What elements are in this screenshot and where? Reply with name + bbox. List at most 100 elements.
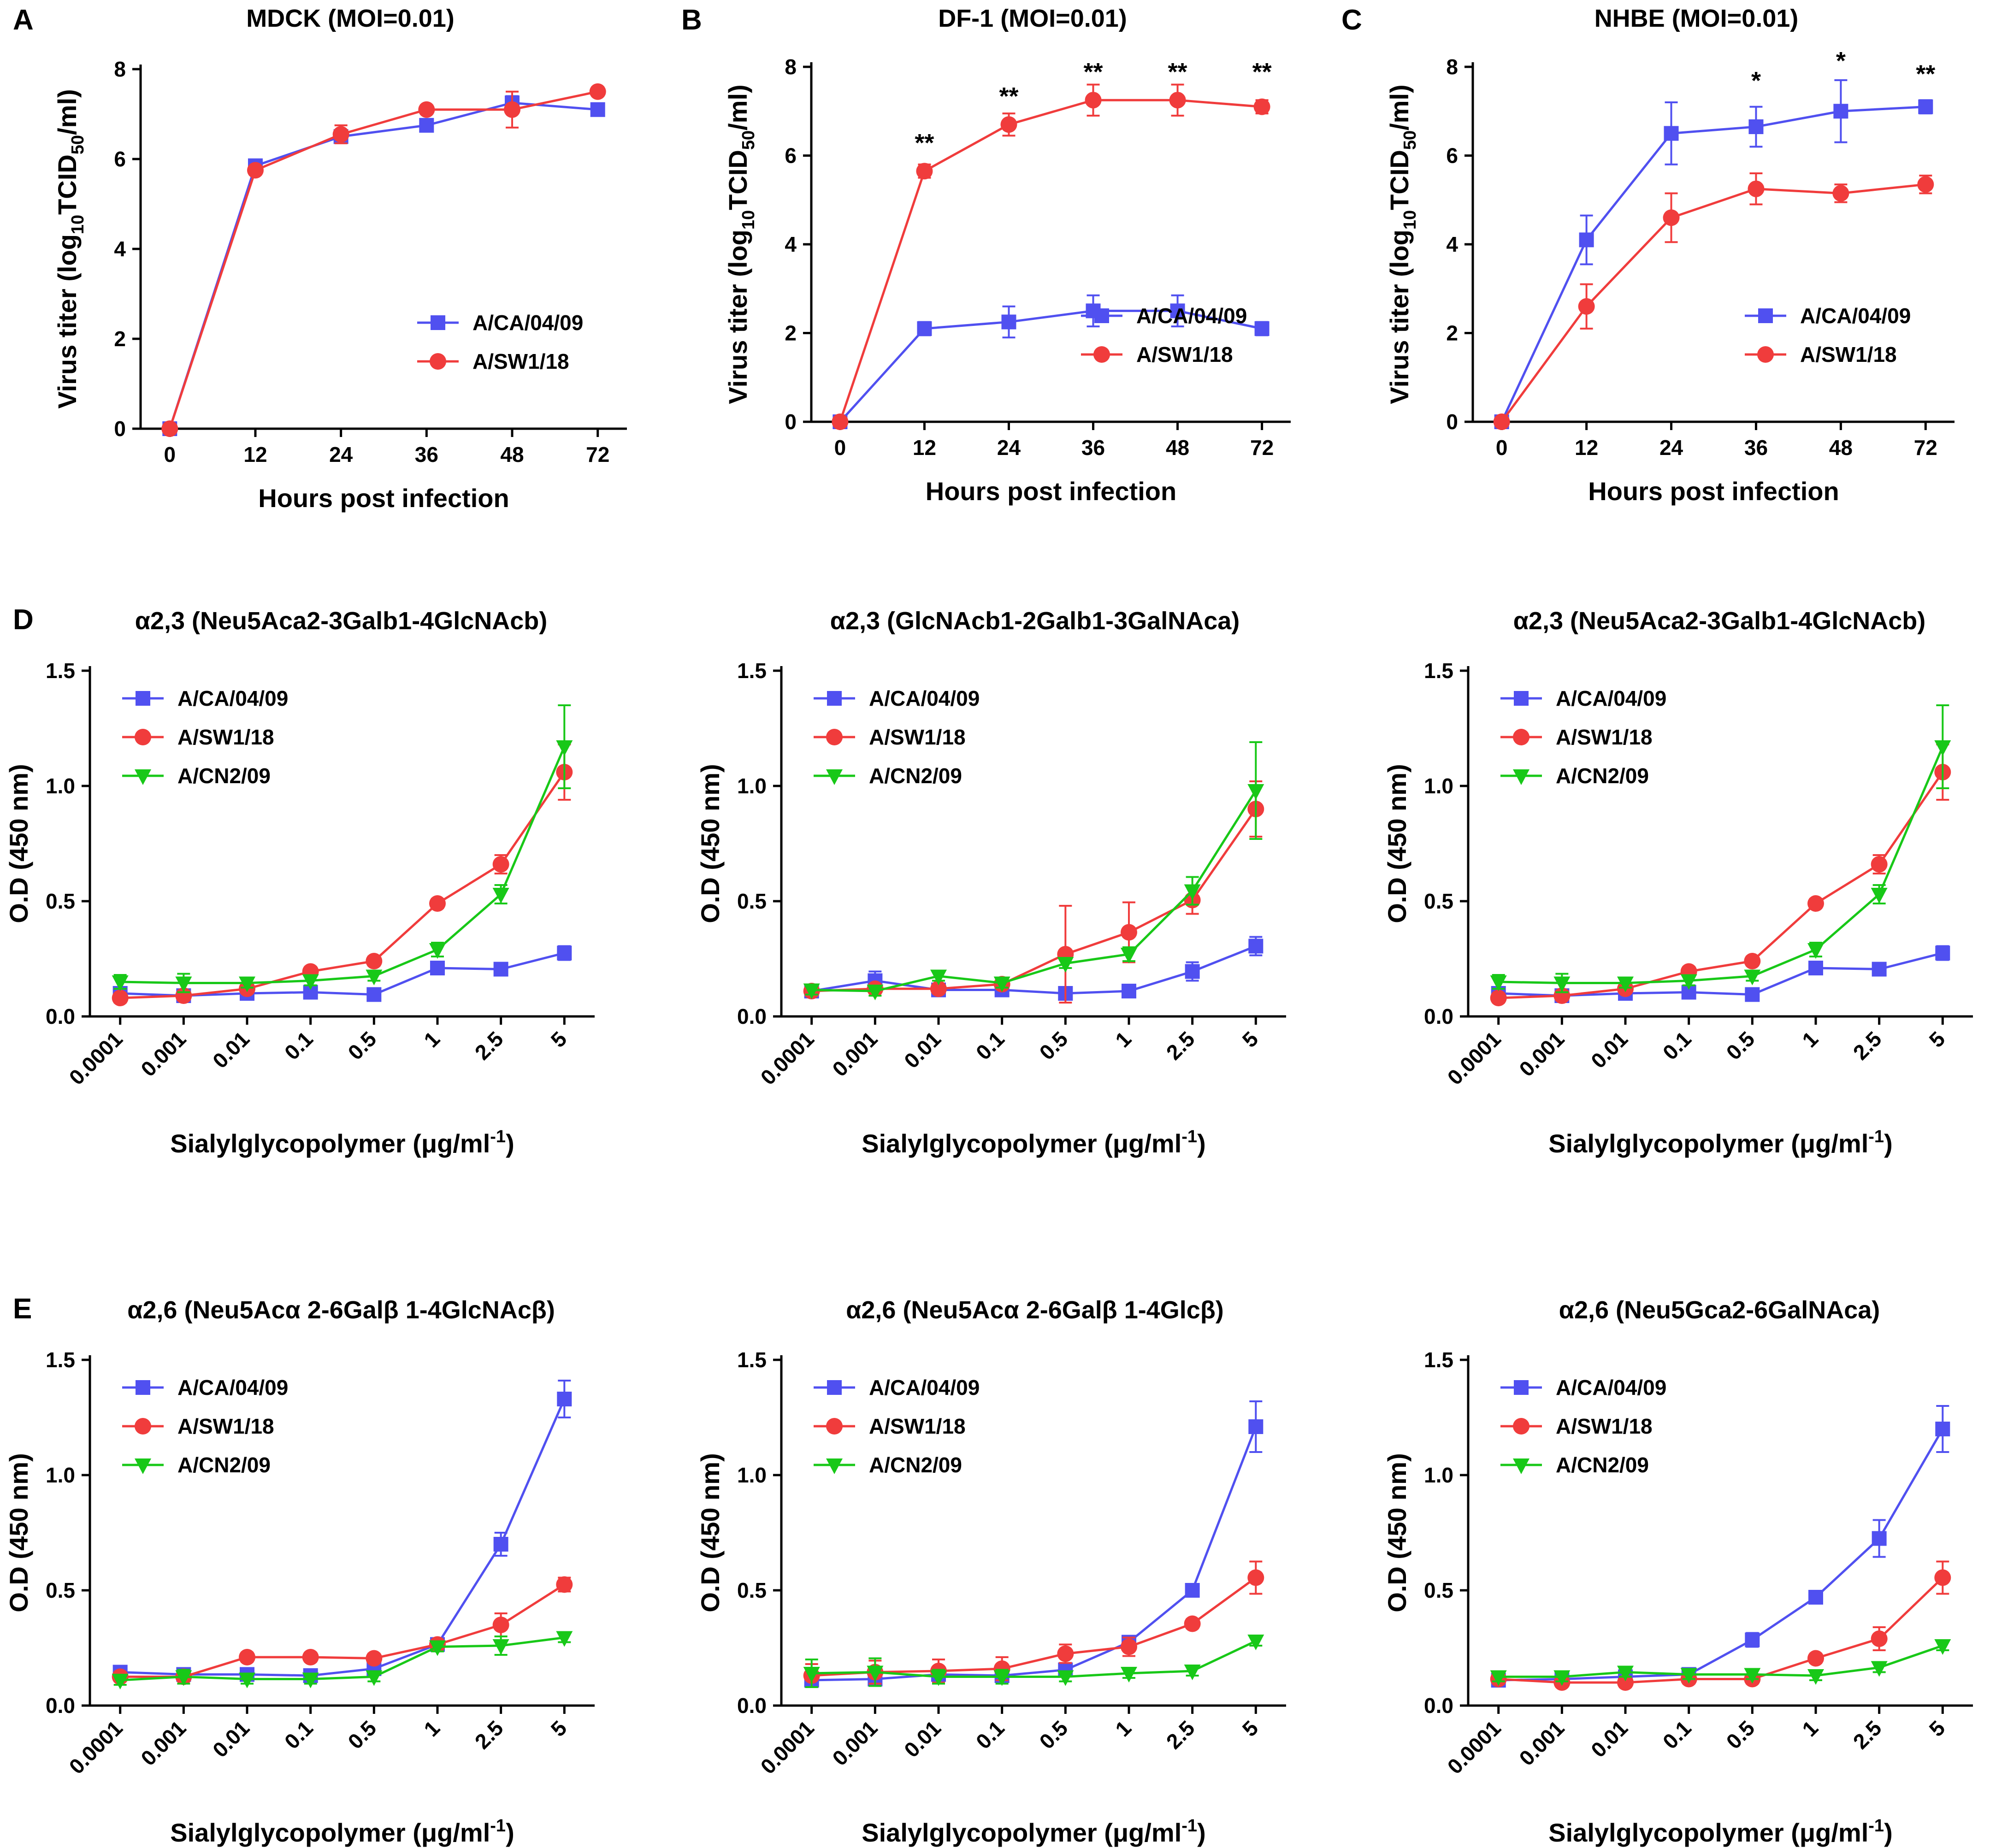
x-tick-label: 12 (1575, 436, 1598, 460)
y-tick-label: 8 (1446, 55, 1458, 79)
data-point (1120, 1638, 1137, 1655)
data-point (1808, 961, 1823, 975)
data-point (112, 990, 129, 1006)
legend: A/CA/04/09 A/SW1/18 A/CN2/09 (122, 1376, 288, 1477)
x-tick-label: 2.5 (1162, 1716, 1199, 1754)
x-tick-label: 0.01 (208, 1716, 254, 1762)
data-point (1748, 180, 1765, 197)
y-axis-label: O.D (450 nm) (4, 764, 33, 923)
x-axis-label: Hours post infection (258, 484, 509, 513)
y-axis-label-part: Virus titer (log (53, 234, 82, 409)
x-tick-label: 5 (1925, 1027, 1950, 1052)
y-tick-label: 2 (114, 327, 126, 351)
legend: A/CA/04/09 A/SW1/18 (1081, 304, 1247, 366)
data-point (556, 1631, 573, 1647)
x-tick-label: 0.5 (1721, 1027, 1759, 1064)
panel-label: C (1341, 4, 1362, 36)
y-tick-label: 6 (785, 144, 797, 168)
data-point (1248, 939, 1264, 954)
chart-e2: α2,6 (Neu5Acα 2-6Galβ 1-4Glcβ) 0.0 0.5 1.0 1… (696, 1296, 1286, 1847)
legend-label: A/CA/04/09 (1800, 304, 1911, 328)
x-tick-label: 1 (1110, 1027, 1136, 1052)
series-A/SW1/18 (1493, 172, 1934, 430)
x-tick-label: 0.0001 (756, 1716, 819, 1778)
x-tick-label: 0.1 (971, 1027, 1009, 1064)
legend-marker (827, 691, 842, 706)
y-tick-label: 1.0 (46, 1463, 75, 1487)
y-axis-label: Virus titer (log10TCID50/ml) (53, 89, 88, 408)
data-point (993, 976, 1010, 992)
data-point (239, 1649, 256, 1665)
data-point (1184, 1665, 1201, 1680)
legend-label: A/SW1/18 (472, 349, 569, 373)
chart-title: α2,6 (Neu5Acα 2-6Galβ 1-4GlcNAcβ) (127, 1296, 555, 1324)
y-axis-label-part: 50 (739, 130, 758, 150)
data-point (1918, 99, 1933, 114)
data-point (366, 1650, 383, 1667)
data-point (492, 888, 509, 903)
series-A/CN2/09 (803, 1635, 1264, 1688)
y-axis-label-part: 10 (1400, 210, 1420, 230)
data-point (1170, 303, 1185, 319)
data-point (557, 945, 572, 961)
legend-label: A/SW1/18 (177, 725, 274, 749)
x-axis-label-end: ) (506, 1129, 514, 1158)
data-point (1553, 976, 1571, 992)
data-point (1917, 176, 1934, 193)
legend: A/CA/04/09 A/SW1/18 A/CN2/09 (1500, 1376, 1666, 1477)
data-point (1493, 413, 1510, 430)
series-line (811, 945, 1257, 995)
legend-marker (1513, 729, 1529, 745)
y-tick-label: 1.5 (46, 659, 75, 683)
x-tick-label: 12 (243, 443, 267, 466)
data-point (112, 975, 129, 991)
legend: A/CA/04/09 A/SW1/18 A/CN2/09 (814, 1376, 980, 1477)
data-point (1680, 1668, 1697, 1684)
legend-marker (1757, 346, 1774, 363)
y-tick-label: 1.0 (1424, 1463, 1453, 1487)
y-axis-label-part: /ml) (723, 84, 752, 130)
y-axis-label-part: 50 (68, 135, 88, 154)
data-point (429, 1640, 446, 1656)
data-point (1663, 209, 1680, 226)
x-axis-label: Hours post infection (926, 477, 1176, 506)
x-axis-label-main: Sialylglycopolymer (μg/ml (170, 1818, 490, 1847)
legend-marker (1094, 308, 1109, 323)
x-tick-label: 0.1 (280, 1027, 318, 1064)
x-axis-label: Sialylglycopolymer (μg/ml-1) (1548, 1816, 1892, 1847)
y-tick-label: 1.5 (1424, 659, 1453, 683)
x-tick-label: 1 (419, 1716, 444, 1741)
data-point (1120, 1667, 1137, 1683)
x-tick-label: 0.001 (1514, 1027, 1569, 1081)
series-A/CN2/09 (112, 1631, 573, 1689)
x-tick-label: 0.001 (136, 1027, 190, 1081)
data-point (332, 126, 349, 143)
x-axis-label-end: ) (1197, 1818, 1206, 1847)
x-tick-label: 0.0001 (65, 1716, 127, 1778)
y-axis-label: Virus titer (log10TCID50/ml) (1385, 84, 1420, 404)
x-axis-label-end: ) (1884, 1129, 1893, 1158)
chart-title: α2,6 (Neu5Acα 2-6Galβ 1-4Glcβ) (846, 1296, 1224, 1324)
x-tick-label: 0.001 (827, 1027, 882, 1081)
y-axis-label-part: TCID (53, 154, 82, 215)
x-tick-label: 2.5 (1848, 1027, 1886, 1064)
data-point (832, 413, 849, 430)
y-axis-label: O.D (450 nm) (1382, 764, 1411, 923)
data-point (1120, 948, 1137, 963)
x-axis-label-main: Sialylglycopolymer (μg/ml (862, 1818, 1181, 1847)
data-point (492, 1617, 509, 1633)
legend-marker (135, 729, 151, 745)
chart-title: α2,3 (Neu5Aca2-3Galb1-4GlcNAcb) (135, 607, 548, 635)
data-point (239, 1672, 256, 1689)
y-tick-label: 0.0 (46, 1694, 75, 1718)
data-point (1001, 314, 1016, 330)
chart-d2: α2,3 (GlcNAcb1-2Galb1-3GalNAca) 0.0 0.5 1.0… (696, 607, 1286, 1158)
y-axis-label: O.D (450 nm) (696, 764, 725, 923)
y-tick-label: 0.5 (46, 889, 75, 913)
data-point (1871, 856, 1888, 873)
legend-marker (1513, 1418, 1529, 1435)
series-A/SW1/18 (832, 83, 1270, 430)
data-point (366, 953, 383, 969)
y-tick-label: 6 (114, 147, 126, 171)
chart-e3: α2,6 (Neu5Gca2-6GalNAca) 0.0 0.5 1.0 1.5 0.00… (1382, 1296, 1973, 1847)
